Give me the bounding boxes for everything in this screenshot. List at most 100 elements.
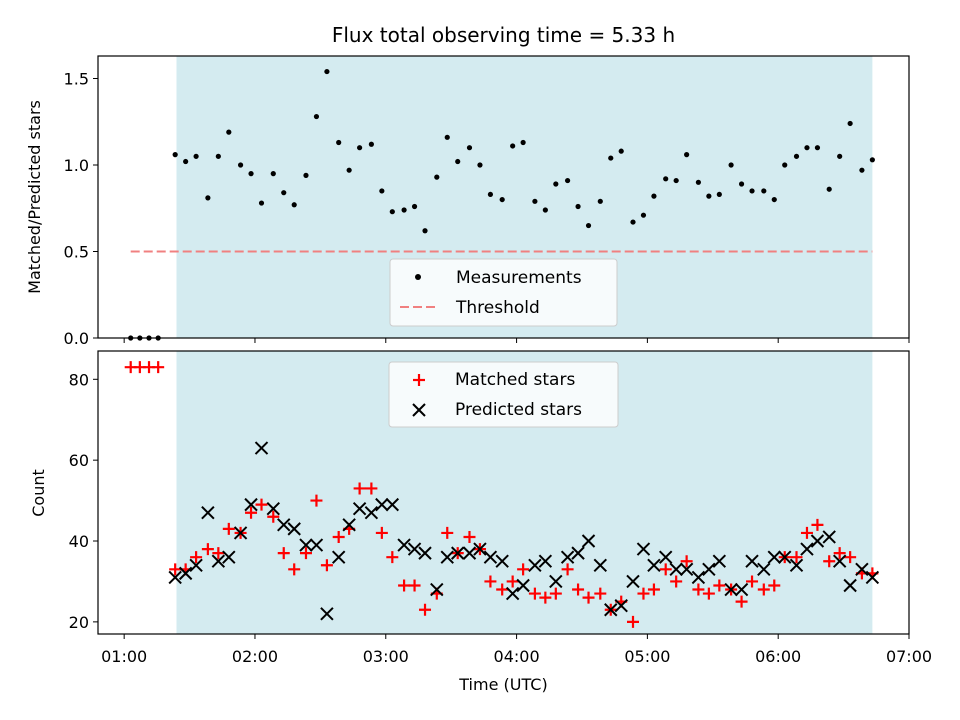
predicted-star-point: [658, 550, 673, 564]
predicted-star-point: [712, 554, 727, 568]
measurement-point: [357, 145, 363, 151]
measurement-point: [379, 188, 385, 194]
matched-star-point: [496, 583, 509, 596]
measurement-point: [291, 202, 297, 208]
measurement-point: [651, 193, 657, 199]
matched-star-point: [267, 510, 280, 523]
matched-star-point: [670, 575, 683, 588]
predicted-star-point: [189, 558, 203, 572]
predicted-star-point: [549, 574, 563, 589]
measurement-point: [487, 191, 494, 198]
predicted-star-point: [571, 546, 585, 560]
matched-star-point: [365, 482, 378, 495]
top-y-ticks: 0.0 0.5 1.0 1.5: [64, 69, 98, 348]
matched-star-point: [692, 583, 705, 596]
predicted-star-point: [810, 534, 825, 548]
matched-star-point: [332, 530, 345, 543]
top-plot-frame: [97, 55, 910, 339]
matched-star-point: [245, 506, 258, 519]
predicted-star-point: [430, 582, 444, 597]
bottom-x-tick-label: 05:00: [624, 647, 670, 666]
bottom-y-tick-label: 80: [69, 370, 89, 389]
predicted-star-point: [593, 558, 608, 572]
bottom-x-tick-label: 03:00: [363, 647, 409, 666]
predicted-star-point: [201, 506, 215, 520]
measurement-point: [510, 143, 516, 149]
predicted-star-point: [299, 538, 313, 552]
measurement-point: [608, 155, 614, 161]
measurement-point: [193, 153, 199, 159]
measurement-point: [859, 167, 865, 173]
measurement-point: [663, 176, 669, 182]
measurement-point: [313, 113, 320, 120]
bottom-y-tick-label: 60: [69, 451, 89, 470]
bottom-y-ticks: 20 40 60 80: [69, 370, 98, 632]
matched-star-point: [255, 498, 268, 511]
measurement-point: [477, 162, 483, 168]
legend-predicted-label: Predicted stars: [455, 400, 582, 420]
predicted-star-point: [473, 542, 487, 556]
legend-measurements-marker: [415, 274, 421, 280]
predicted-star-point: [309, 538, 324, 552]
measurement-point: [237, 162, 244, 168]
predicted-star-point: [560, 550, 575, 564]
measurement-point: [281, 190, 287, 196]
predicted-star-point: [168, 570, 182, 585]
measurement-point: [401, 207, 407, 213]
predicted-star-point: [462, 546, 477, 560]
matched-star-point: [299, 547, 312, 560]
predicted-star-point: [352, 501, 367, 516]
matched-star-point: [735, 595, 748, 608]
predicted-star-point: [505, 586, 520, 601]
measurement-point: [455, 158, 461, 165]
predicted-star-point: [702, 562, 716, 577]
predicted-star-point: [495, 554, 509, 568]
matched-star-point: [419, 603, 432, 616]
measurement-point: [618, 148, 624, 154]
predicted-star-point: [375, 497, 389, 512]
bottom-x-tick-label: 06:00: [755, 647, 801, 666]
measurement-point: [847, 120, 853, 127]
matched-star-point: [398, 579, 411, 592]
bottom-x-tick-label: 04:00: [494, 647, 540, 666]
top-panel: 0.0 0.5 1.0 1.5 Flux total observing time =…: [25, 23, 910, 348]
matched-star-point: [528, 587, 541, 600]
predicted-star-point: [724, 582, 738, 597]
matched-star-point: [201, 543, 214, 556]
measurement-point: [782, 162, 788, 168]
predicted-star-point: [822, 530, 836, 544]
matched-star-point: [768, 579, 781, 592]
measurement-point: [434, 174, 440, 180]
measurement-point: [749, 188, 755, 194]
chart-title: Flux total observing time = 5.33 h: [332, 23, 675, 47]
measurements-marks: [128, 68, 875, 341]
matched-star-point: [626, 615, 639, 628]
measurement-point: [814, 145, 821, 151]
measurement-point: [630, 219, 636, 225]
measurement-point: [303, 172, 309, 178]
measurement-point: [564, 177, 571, 184]
predicted-star-point: [397, 538, 411, 552]
measurement-point: [466, 145, 473, 151]
matched-star-point: [539, 591, 552, 604]
predicted-star-point: [789, 558, 804, 572]
matched-star-point: [190, 551, 203, 564]
measurement-point: [226, 129, 232, 135]
matched-star-point: [647, 583, 660, 596]
top-y-tick-label: 0.0: [64, 329, 89, 348]
predicted-star-point: [451, 546, 465, 560]
matched-star-point: [790, 551, 803, 564]
matched-star-point: [506, 575, 519, 588]
measurement-point: [706, 193, 712, 199]
matched-star-point: [572, 583, 585, 596]
predicted-star-point: [222, 550, 236, 564]
predicted-star-point: [440, 550, 454, 564]
matched-star-point: [561, 563, 574, 576]
measurement-point: [411, 203, 418, 210]
matched-star-point: [212, 547, 225, 560]
predicted-star-point: [800, 542, 814, 556]
measurement-point: [215, 153, 221, 159]
matched-star-point: [637, 587, 650, 600]
